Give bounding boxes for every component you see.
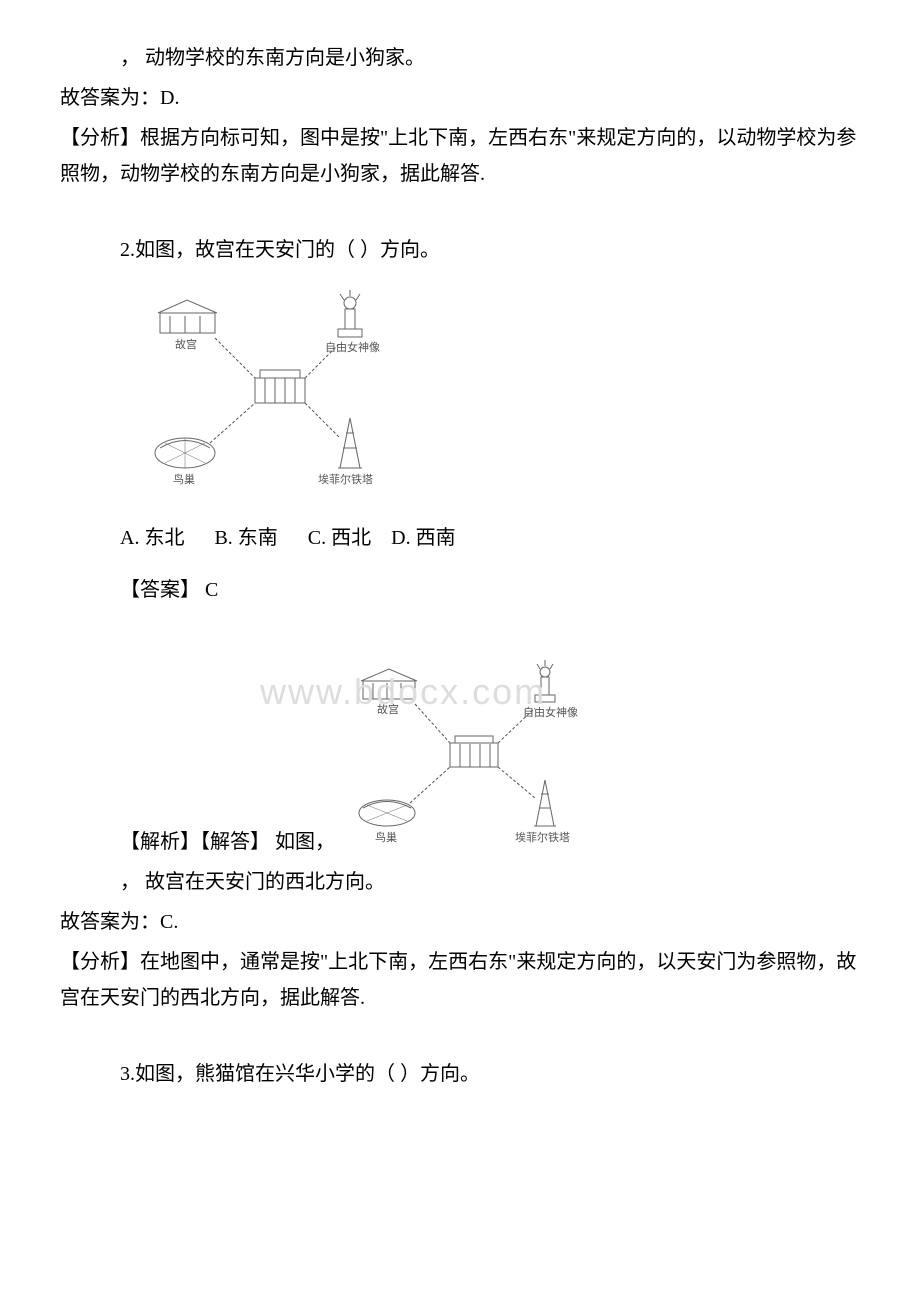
q2-conclusion: ， 故宫在天安门的西北方向。 <box>60 864 860 900</box>
q2-answer: 【答案】 C <box>60 572 860 608</box>
liberty-label: 自由女神像 <box>325 340 380 354</box>
birdnest-icon <box>359 800 415 826</box>
q2-question: 2.如图，故宫在天安门的（ ）方向。 <box>60 232 860 268</box>
q3-question-text: 如图，熊猫馆在兴华小学的（ ）方向。 <box>135 1063 480 1085</box>
answer-value: C <box>205 579 218 601</box>
q3-question: 3.如图，熊猫馆在兴华小学的（ ）方向。 <box>60 1056 860 1092</box>
option-a: A. 东北 <box>120 527 184 549</box>
option-d: D. 西南 <box>391 527 455 549</box>
eiffel-icon <box>338 418 362 468</box>
eiffel-label: 埃菲尔铁塔 <box>318 472 373 486</box>
analysis-label: 【分析】 <box>60 127 140 149</box>
q2-explain-label: 【解析】【解答】 如图， <box>60 824 335 860</box>
tiananmen-icon <box>450 736 498 767</box>
q1-conclusion: ， 动物学校的东南方向是小狗家。 <box>60 40 860 76</box>
liberty-icon <box>338 290 362 337</box>
option-b: B. 东南 <box>214 527 277 549</box>
birdnest-label: 鸟巢 <box>173 472 195 486</box>
analysis-text-2: 在地图中，通常是按"上北下南，左西右东"来规定方向的，以天安门为参照物，故宫在天… <box>60 951 856 1009</box>
liberty-icon <box>535 660 555 702</box>
q1-analysis: 【分析】根据方向标可知，图中是按"上北下南，左西右东"来规定方向的，以动物学校为… <box>60 120 860 192</box>
tiananmen-icon <box>255 370 305 403</box>
gugong-icon <box>361 669 417 699</box>
birdnest-icon <box>155 438 215 468</box>
birdnest-label-2: 鸟巢 <box>375 830 397 844</box>
q2-answer-line: 故答案为：C. <box>60 904 860 940</box>
q2-map-svg-2: 故宫 自由女神像 鸟巢 <box>345 658 605 848</box>
gugong-icon <box>158 300 217 333</box>
q2-analysis: 【分析】在地图中，通常是按"上北下南，左西右东"来规定方向的，以天安门为参照物，… <box>60 944 860 1016</box>
eiffel-label-2: 埃菲尔铁塔 <box>515 830 570 844</box>
gugong-label-2: 故宫 <box>377 702 399 716</box>
option-c: C. 西北 <box>308 527 371 549</box>
q3-number: 3. <box>120 1063 135 1085</box>
q2-options: A. 东北 B. 东南 C. 西北 D. 西南 <box>60 520 860 556</box>
q2-number: 2. <box>120 239 135 261</box>
q1-answer-line: 故答案为：D. <box>60 80 860 116</box>
q2-diagram-left: 故宫 自由女神像 鸟巢 <box>140 288 860 500</box>
analysis-text: 根据方向标可知，图中是按"上北下南，左西右东"来规定方向的，以动物学校为参照物，… <box>60 127 856 185</box>
gugong-label: 故宫 <box>175 337 197 351</box>
q2-question-text: 如图，故宫在天安门的（ ）方向。 <box>135 239 440 261</box>
answer-label: 【答案】 <box>120 579 200 601</box>
q2-map-svg: 故宫 自由女神像 鸟巢 <box>140 288 420 488</box>
analysis-label-2: 【分析】 <box>60 951 140 973</box>
q2-diagram-right: 故宫 自由女神像 鸟巢 <box>345 658 605 860</box>
eiffel-icon <box>534 780 556 826</box>
